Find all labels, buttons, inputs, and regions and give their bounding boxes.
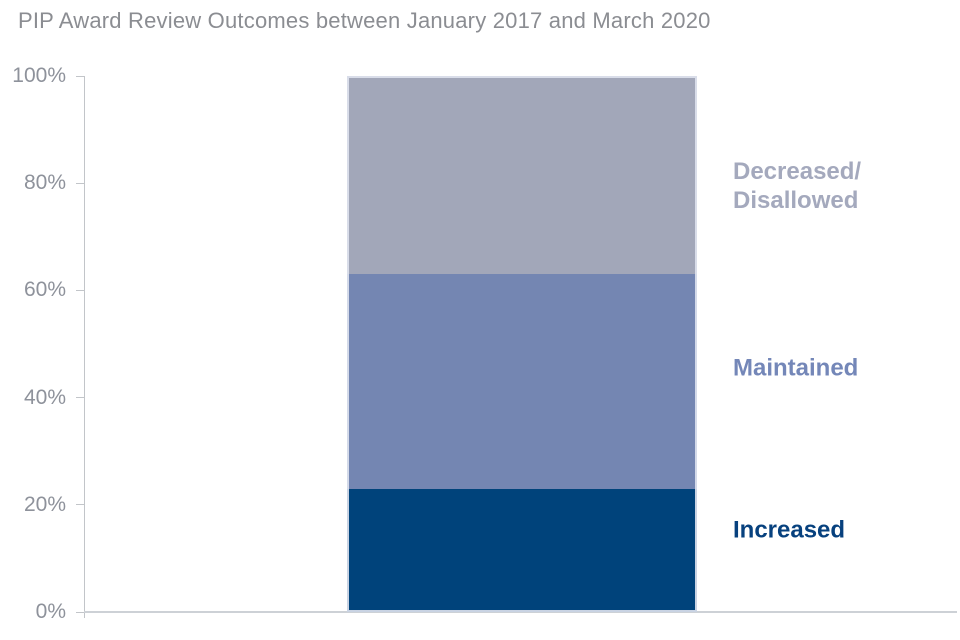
series-label-line: Maintained	[733, 354, 859, 382]
bar-segment-decreased-disallowed	[347, 76, 697, 275]
y-axis-tick-label: 0%	[35, 600, 66, 623]
series-label-decreased-disallowed: Decreased/Disallowed	[733, 157, 861, 215]
bar-segment-increased	[347, 488, 697, 612]
series-label-line: Increased	[733, 516, 846, 544]
y-axis-tick	[76, 397, 84, 399]
y-axis-tick-label: 20%	[23, 492, 66, 516]
y-axis-tick	[76, 504, 84, 506]
bar-segment-maintained	[347, 274, 697, 489]
series-label-increased: Increased	[733, 516, 845, 545]
series-label-line: Disallowed	[733, 187, 859, 214]
y-axis-tick-label: 40%	[23, 385, 66, 409]
y-axis-line	[84, 76, 85, 618]
series-label-line: Decreased/	[733, 158, 862, 185]
y-axis-tick-label: 80%	[23, 171, 66, 195]
y-axis-tick	[76, 289, 84, 291]
y-axis-tick-label: 100%	[12, 64, 66, 87]
x-axis-line	[84, 611, 957, 613]
chart-title: PIP Award Review Outcomes between Januar…	[18, 8, 711, 33]
y-axis-tick-label: 60%	[23, 278, 66, 302]
stacked-bar	[347, 76, 697, 612]
series-label-maintained: Maintained	[733, 354, 858, 383]
y-axis-tick	[76, 182, 84, 184]
y-axis-tick	[76, 611, 84, 613]
y-axis-tick	[76, 75, 84, 77]
